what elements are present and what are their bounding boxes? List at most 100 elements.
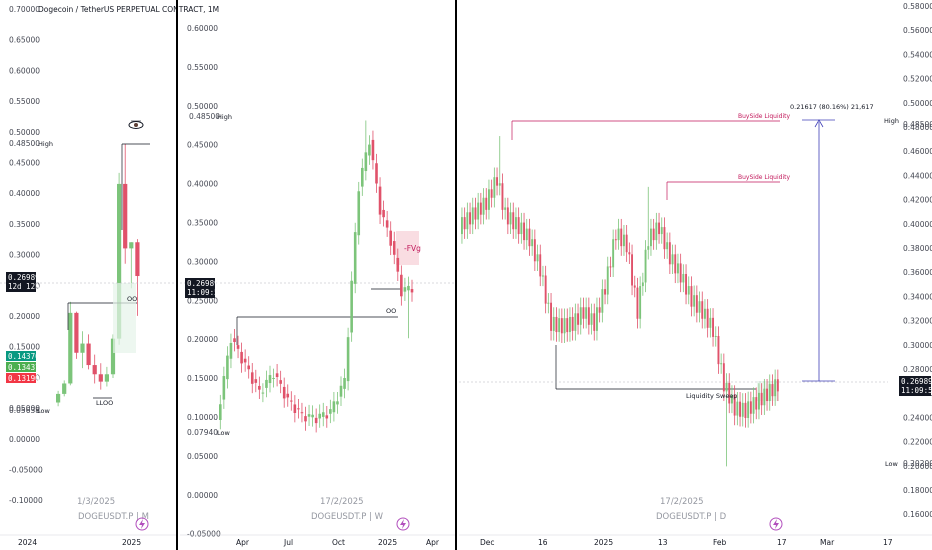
- candle: [410, 279, 414, 302]
- candle: [129, 242, 134, 289]
- candle: [749, 391, 752, 424]
- candle: [612, 229, 615, 278]
- tradingview-lightning-icon[interactable]: [135, 517, 149, 531]
- price-tag-green-2: 0.13437: [6, 362, 40, 372]
- candle: [135, 239, 140, 316]
- candle: [490, 179, 493, 208]
- y-tick: 0.54000: [903, 50, 932, 59]
- tradingview-lightning-icon[interactable]: [396, 517, 410, 531]
- y-tick: 0.20000: [903, 462, 932, 471]
- buyside-liquidity-label: BuySide Liquidity: [738, 113, 790, 120]
- candle: [533, 229, 536, 271]
- candle: [666, 232, 669, 259]
- candle: [677, 253, 679, 284]
- price-tag-red: 0.13190: [6, 373, 40, 383]
- candle: [493, 167, 496, 208]
- candle: [479, 192, 482, 225]
- candle: [375, 153, 378, 193]
- candle: [768, 374, 771, 411]
- x-tick: 2025: [594, 538, 613, 547]
- x-tick: Mar: [820, 538, 835, 547]
- candle: [690, 276, 693, 317]
- candle: [233, 328, 236, 352]
- candle: [704, 299, 706, 329]
- candle: [655, 212, 658, 250]
- candle: [596, 297, 598, 341]
- pane-daily[interactable]: 0.58000 0.56000 0.54000 0.52000 0.50000 0.480…: [459, 2, 932, 547]
- candle: [504, 197, 507, 220]
- candle: [268, 365, 272, 393]
- candle: [98, 363, 103, 390]
- y-tick: 0.35000: [9, 220, 40, 229]
- eye-icon[interactable]: [128, 120, 144, 129]
- candle: [617, 218, 620, 250]
- candle: [325, 405, 329, 428]
- low-value: 0.05638: [9, 406, 40, 415]
- candle: [552, 307, 555, 341]
- candle: [563, 308, 566, 343]
- candle: [396, 248, 400, 281]
- candle: [717, 326, 720, 374]
- x-tick: 2025: [122, 538, 141, 547]
- candle: [579, 297, 582, 335]
- candle: [385, 210, 389, 237]
- svg-text:11:09:54: 11:09:54: [187, 288, 224, 297]
- y-tick: 0.16000: [903, 510, 932, 519]
- candle: [614, 229, 617, 250]
- y-tick: 0.38000: [903, 244, 932, 253]
- candle: [698, 291, 701, 323]
- x-tick: 17: [777, 538, 787, 547]
- candle: [701, 291, 704, 329]
- candle: [560, 308, 563, 343]
- candle: [625, 224, 628, 262]
- x-tick: Jul: [283, 538, 293, 547]
- candle: [652, 218, 655, 250]
- candle: [574, 303, 577, 341]
- y-tick: 0.20000: [187, 335, 218, 344]
- pane-monthly[interactable]: Dogecoin / TetherUS PERPETUAL CONTRACT, …: [0, 5, 219, 547]
- candle: [566, 308, 569, 342]
- candle: [311, 405, 314, 427]
- pane-weekly[interactable]: 0.60000 0.55000 0.50000 0.45000 0.40000 0.350…: [180, 24, 455, 547]
- candle: [585, 297, 588, 329]
- candle: [461, 207, 463, 244]
- candle: [685, 264, 687, 305]
- candle: [321, 402, 325, 427]
- candle: [304, 406, 307, 431]
- high-value: 0.48500: [189, 112, 220, 121]
- candle: [587, 297, 590, 335]
- price-tag-green: 0.14370: [6, 351, 40, 361]
- candle: [350, 271, 353, 342]
- candle: [693, 285, 696, 317]
- candle: [501, 173, 504, 220]
- oo-label: OO: [127, 295, 137, 303]
- candle: [92, 354, 97, 384]
- candle: [332, 391, 336, 422]
- svg-text:11:09:54: 11:09:54: [901, 386, 932, 395]
- candle: [539, 244, 542, 287]
- x-tick: Apr: [236, 538, 250, 547]
- candle: [517, 207, 520, 244]
- candle: [515, 207, 517, 239]
- candle: [671, 244, 674, 274]
- candle: [736, 391, 739, 426]
- candle: [774, 369, 777, 406]
- candle: [590, 303, 593, 335]
- liquidity-sweep-label: Liquidity Sweep: [686, 392, 737, 400]
- candle: [722, 353, 725, 402]
- candle: [400, 265, 403, 306]
- candle: [485, 188, 488, 220]
- candle: [520, 212, 523, 244]
- symbol-label: DOGEUSDT.P | D: [656, 512, 727, 522]
- candle: [389, 221, 392, 256]
- y-tick: 0.50000: [187, 102, 218, 111]
- y-tick: 0.00000: [9, 435, 40, 444]
- x-tick: 13: [658, 538, 668, 547]
- tradingview-lightning-icon[interactable]: [769, 517, 783, 531]
- x-tick: Apr: [426, 538, 440, 547]
- candle: [720, 353, 723, 374]
- candle: [620, 218, 623, 256]
- candle: [318, 404, 321, 428]
- low-label: Low: [37, 407, 50, 415]
